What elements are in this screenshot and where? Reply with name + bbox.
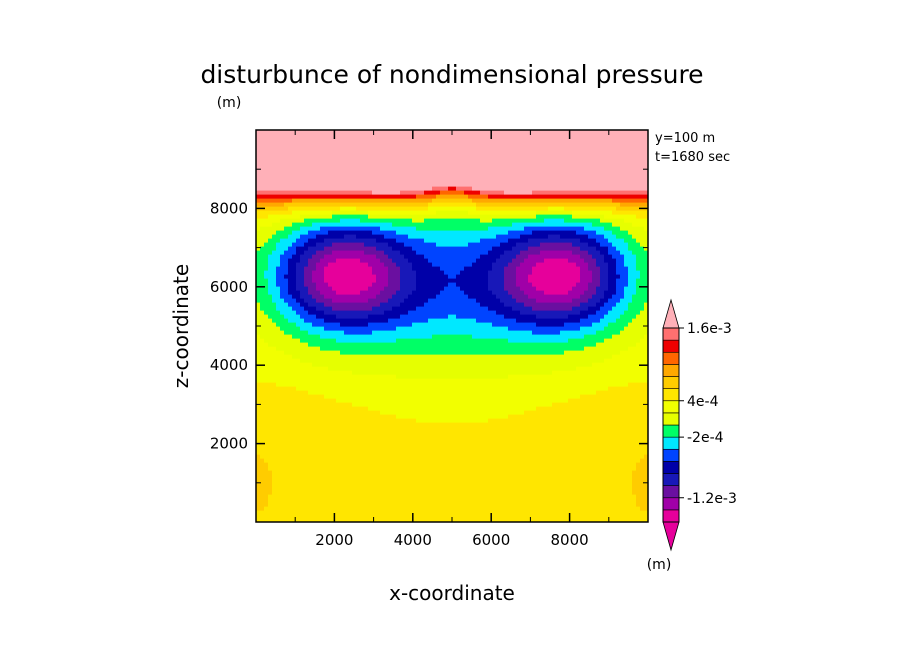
y-tick-label: 2000: [210, 435, 248, 453]
colorbar-frame: [662, 327, 680, 523]
colorbar-box: [662, 497, 680, 511]
y-tick-label: 4000: [210, 356, 248, 374]
colorbar-box: [662, 424, 680, 438]
colorbar-box: [662, 509, 680, 523]
x-tick-label: 8000: [551, 531, 589, 549]
y-axis-label: z-coordinate: [169, 264, 193, 388]
colorbar: 1.6e-3 4e-4 -2e-4 -1.2e-3: [662, 298, 737, 552]
x-axis-label: x-coordinate: [389, 581, 515, 605]
annotation-line-1: y=100 m: [655, 131, 715, 146]
colorbar-box: [662, 376, 680, 389]
colorbar-box: [662, 412, 680, 426]
annotation-line-2: t=1680 sec: [655, 150, 730, 165]
colorbar-label: 4e-4: [687, 394, 719, 410]
colorbar-label: 1.6e-3: [687, 321, 732, 337]
x-tick-label: 2000: [315, 531, 353, 549]
colorbar-label: -2e-4: [687, 430, 724, 446]
colorbar-box: [662, 339, 680, 353]
colorbar-box: [662, 364, 680, 377]
title-unit: (m): [217, 95, 242, 111]
colorbar-box: [662, 351, 680, 365]
chart-title: disturbunce of nondimensional pressure: [200, 60, 703, 89]
colorbar-box: [662, 327, 680, 341]
colorbar-min-triangle: [662, 521, 680, 552]
colorbar-label: -1.2e-3: [687, 491, 737, 507]
colorbar-box: [662, 473, 680, 486]
annotation: y=100 m t=1680 sec: [655, 131, 730, 165]
y-axis: 2000 4000 6000 8000: [210, 168, 648, 484]
y-tick-label: 8000: [210, 199, 248, 217]
colorbar-box: [662, 485, 680, 499]
x-axis: 2000 4000 6000 8000: [294, 130, 610, 549]
x-tick-label: 6000: [472, 531, 510, 549]
colorbar-box: [662, 436, 680, 450]
x-tick-label: 4000: [394, 531, 432, 549]
colorbar-box: [662, 461, 680, 474]
colorbar-box: [662, 448, 680, 462]
colorbar-box: [662, 400, 680, 414]
colorbar-box: [662, 388, 680, 402]
colorbar-unit: (m): [647, 557, 672, 573]
contour-field: [256, 130, 648, 522]
colorbar-max-triangle: [662, 298, 680, 329]
y-tick-label: 6000: [210, 278, 248, 296]
